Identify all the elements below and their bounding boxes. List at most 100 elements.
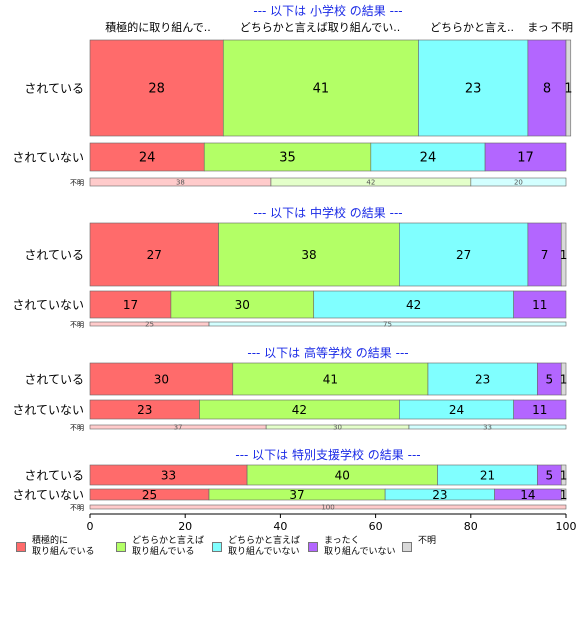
data-label: 75 (383, 321, 392, 329)
data-label: 23 (465, 82, 482, 97)
data-label: 8 (543, 82, 551, 97)
bar-segment (208, 321, 567, 327)
group-title: --- 以下は 中学校 の結果 --- (253, 205, 402, 220)
row-label: 不明 (70, 504, 84, 512)
x-tick-label: 20 (178, 520, 192, 533)
legend-label: どちらかと言えば 取り組んでいる (132, 536, 205, 557)
row-label: 不明 (70, 321, 84, 329)
row-label: 不明 (70, 424, 84, 432)
data-label: 24 (139, 151, 156, 166)
legend-label: 不明 (418, 536, 437, 546)
bar-segment (560, 464, 567, 486)
bar-segment (484, 142, 567, 172)
data-label: 38 (301, 248, 316, 262)
data-label: 38 (176, 179, 185, 187)
data-label: 37 (174, 424, 183, 432)
bar-segment (89, 504, 567, 510)
legend-item: まったく 取り組んでいない (308, 536, 396, 558)
group-title: --- 以下は 特別支援学校 の結果 --- (235, 447, 420, 462)
data-label: 37 (289, 488, 304, 502)
x-tick-label: 80 (464, 520, 478, 533)
row-label: されていない (12, 488, 84, 502)
row-label: されていない (12, 403, 84, 417)
bar-segment (565, 39, 572, 137)
row-label: 不明 (70, 179, 84, 187)
data-label: 33 (483, 424, 492, 432)
data-label: 30 (235, 298, 250, 312)
bar-segment (470, 177, 567, 187)
row-label: されている (24, 373, 84, 387)
data-label: 7 (541, 248, 549, 262)
data-label: 23 (137, 403, 152, 417)
bar-segment (408, 424, 567, 430)
data-label: 27 (456, 248, 471, 262)
data-label: 24 (420, 151, 437, 166)
data-label: 1 (560, 488, 568, 502)
bar-segment (560, 222, 567, 287)
data-label: 25 (145, 321, 154, 329)
legend-item: どちらかと言えば 取り組んでいる (116, 536, 204, 558)
bar-segment (203, 142, 372, 172)
data-label: 28 (148, 82, 165, 97)
bar-segment (527, 39, 567, 137)
data-label: 35 (279, 151, 296, 166)
data-label: 1 (560, 372, 568, 386)
row-label: されている (24, 248, 84, 262)
data-label: 27 (147, 248, 162, 262)
x-tick-label: 0 (87, 520, 94, 533)
data-label: 24 (449, 403, 464, 417)
x-tick-label: 100 (556, 520, 577, 533)
data-label: 25 (142, 488, 157, 502)
row-label: されている (24, 82, 84, 96)
legend-swatch (16, 542, 26, 552)
data-label: 41 (313, 82, 330, 97)
column-header-label: 不明 (551, 21, 573, 34)
bar-segment (370, 142, 486, 172)
data-label: 42 (366, 179, 375, 187)
legend-swatch (308, 542, 318, 552)
bar-segment (527, 222, 562, 287)
legend-swatch (116, 542, 126, 552)
column-header-label: まっ (527, 21, 549, 34)
data-label: 23 (475, 372, 490, 386)
legend-swatch (402, 542, 412, 552)
legend-label: 積極的に 取り組んでいる (32, 536, 95, 557)
bar-segment (170, 290, 315, 319)
bar-segment (89, 142, 205, 172)
group-title: --- 以下は 小学校 の結果 --- (253, 3, 402, 18)
bar-segment (89, 222, 219, 287)
row-label: されていない (12, 298, 84, 312)
data-label: 5 (546, 372, 554, 386)
column-header-label: どちらかと言えば取り組んでい.. (240, 21, 400, 34)
data-label: 30 (333, 424, 342, 432)
data-label: 42 (406, 298, 421, 312)
bar-segment (218, 222, 400, 287)
bar-segment (222, 39, 419, 137)
column-header-label: どちらかと言え.. (430, 21, 514, 34)
legend-item: 不明 (402, 536, 436, 552)
data-label: 40 (335, 468, 350, 482)
data-label: 33 (161, 468, 176, 482)
row-label: されていない (12, 151, 84, 165)
x-tick-label: 40 (273, 520, 287, 533)
data-label: 1 (564, 82, 572, 97)
data-label: 21 (480, 468, 495, 482)
x-tick-label: 60 (369, 520, 383, 533)
bar-segment (89, 39, 224, 137)
bar-segment (560, 488, 567, 501)
legend-label: どちらかと言えば 取り組んでいない (228, 536, 301, 557)
data-label: 41 (323, 372, 338, 386)
data-label: 17 (517, 151, 534, 166)
bar-segment (513, 399, 567, 420)
legend-swatch (212, 542, 222, 552)
group-title: --- 以下は 高等学校 の結果 --- (247, 345, 408, 360)
data-label: 1 (560, 248, 568, 262)
data-label: 11 (532, 298, 547, 312)
bar-segment (232, 362, 429, 396)
data-label: 23 (432, 488, 447, 502)
legend: 積極的に 取り組んでいる どちらかと言えば 取り組んでいる どちらかと言えば 取… (16, 536, 576, 576)
data-label: 17 (123, 298, 138, 312)
row-label: されている (24, 469, 84, 483)
bar-segment (513, 290, 567, 319)
